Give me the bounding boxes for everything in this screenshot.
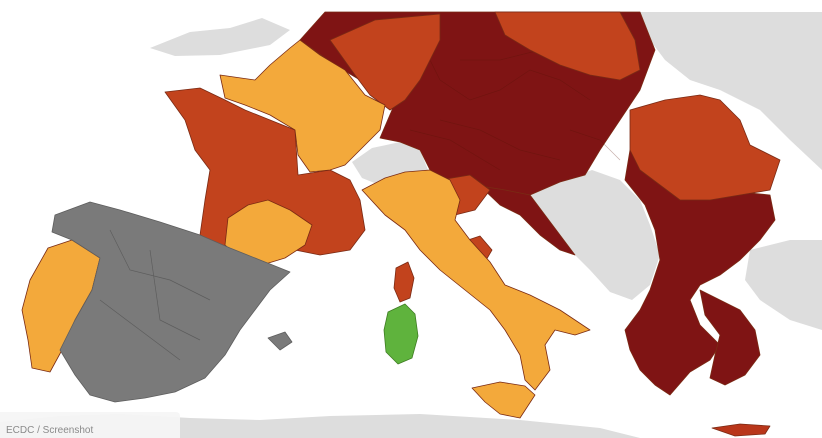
- uk-landmass: [150, 18, 290, 56]
- region-italy: [361, 169, 591, 391]
- region-balearic: [267, 331, 293, 351]
- region-poland-north: [494, 11, 641, 81]
- region-romania: [629, 94, 781, 201]
- source-credit: ECDC / Screenshot: [0, 412, 180, 438]
- balkans-grey: [528, 170, 660, 300]
- region-aegean-islands: [699, 289, 761, 386]
- turkey-grey: [745, 240, 822, 330]
- spain-internal-borders: [99, 229, 211, 361]
- region-balkans-greece: [624, 149, 776, 396]
- red-regions: [164, 11, 781, 303]
- region-sardinia-green: [383, 303, 419, 365]
- region-france-west-south: [164, 87, 366, 259]
- region-croatia: [479, 185, 576, 256]
- region-corsica: [393, 261, 415, 303]
- orange-regions: [21, 39, 591, 419]
- region-benelux-west-germany: [329, 13, 441, 111]
- east-grey: [640, 12, 822, 170]
- region-france-north-east: [219, 39, 386, 173]
- region-sicily: [471, 381, 536, 419]
- source-credit-text: ECDC / Screenshot: [6, 425, 94, 436]
- region-crete: [711, 423, 771, 437]
- region-borders-central: [409, 39, 621, 171]
- region-spain-no-data: [51, 201, 291, 403]
